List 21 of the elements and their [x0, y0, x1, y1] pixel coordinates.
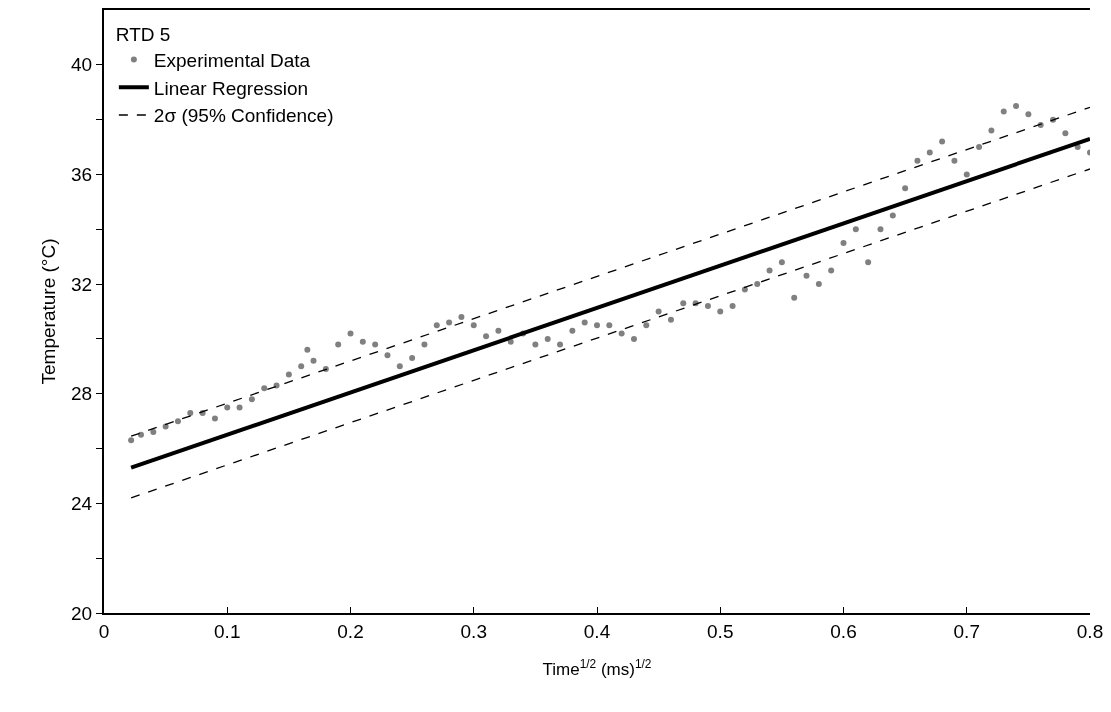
- x-tick-label: 0.7: [953, 620, 980, 642]
- y-tick-label: 28: [71, 383, 93, 405]
- x-tick-label: 0: [98, 620, 110, 642]
- x-tick-label: 0.3: [460, 620, 487, 642]
- y-tick-label: 40: [71, 54, 93, 76]
- legend-title: RTD 5: [115, 23, 171, 45]
- legend-label: Linear Regression: [153, 77, 309, 99]
- y-tick-label: 20: [71, 602, 93, 624]
- x-tick-label: 0.1: [214, 620, 241, 642]
- x-tick-label: 0.4: [583, 620, 611, 642]
- x-tick-label: 0.2: [337, 620, 364, 642]
- x-tick-label: 0.5: [707, 620, 734, 642]
- y-tick-label: 32: [71, 273, 93, 295]
- legend-label: 2σ (95% Confidence): [153, 105, 334, 127]
- x-tick-label: 0.6: [830, 620, 857, 642]
- legend-label: Experimental Data: [153, 49, 311, 71]
- x-tick-label: 0.8: [1076, 620, 1104, 642]
- y-axis-title: Temperature (°C): [38, 238, 59, 385]
- y-tick-label: 24: [71, 493, 93, 515]
- x-axis-title: Time$^{1/2}$ (ms)$^{1/2}$: [542, 656, 652, 679]
- y-tick-label: 36: [71, 164, 93, 186]
